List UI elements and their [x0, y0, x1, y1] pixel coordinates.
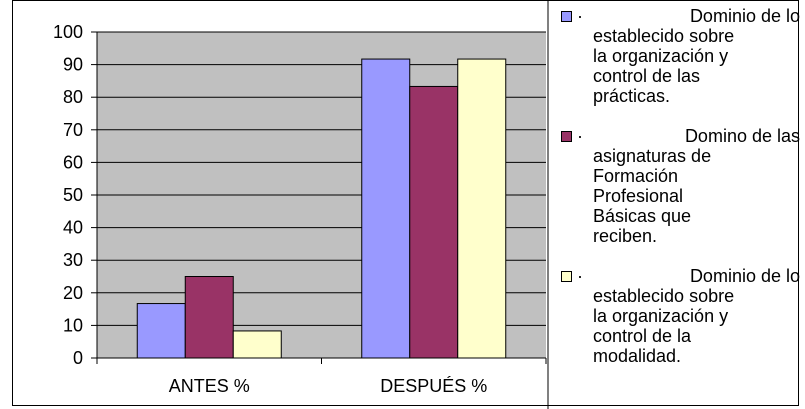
- y-tick-label-0: 0: [73, 348, 83, 368]
- legend-swatch-3: [561, 271, 572, 282]
- legend-line-2-6: reciben.: [593, 226, 658, 246]
- y-tick-label-30: 30: [63, 250, 83, 270]
- legend-entry-1: · Dominio de lo establecido sobre la org…: [560, 6, 800, 106]
- legend-swatch-2: [561, 131, 572, 142]
- legend-line-1-2: establecido sobre: [593, 26, 735, 46]
- legend-line-1-1: Dominio de lo: [689, 6, 800, 26]
- legend-entry-3: · Dominio de lo establecido sobre la org…: [560, 266, 800, 366]
- legend-line-2-5: Básicas que: [593, 206, 692, 226]
- y-tick-label-100: 100: [53, 22, 83, 42]
- y-tick-label-90: 90: [63, 55, 83, 75]
- bar-2-2: [409, 85, 459, 359]
- legend-line-1-5: prácticas.: [593, 86, 671, 106]
- legend-line-3-4: control de la: [593, 326, 692, 346]
- bar-1-2: [361, 58, 411, 359]
- legend-line-2-2: asignaturas de: [593, 146, 712, 166]
- legend-bullet-3: ·: [577, 266, 583, 286]
- legend-line-3-3: la organización y: [593, 306, 729, 326]
- bar-2-1: [184, 276, 234, 359]
- legend-line-3-1: Dominio de lo: [689, 266, 800, 286]
- legend: · Dominio de lo establecido sobre la org…: [560, 6, 800, 386]
- legend-line-2-4: Profesional: [593, 186, 684, 206]
- y-tick-label-70: 70: [63, 120, 83, 140]
- legend-line-2-3: Formación: [593, 166, 679, 186]
- legend-bullet-1: ·: [577, 6, 583, 26]
- legend-line-3-5: modalidad.: [593, 346, 682, 366]
- legend-line-1-3: la organización y: [593, 46, 729, 66]
- y-tick-label-60: 60: [63, 152, 83, 172]
- legend-line-3-2: establecido sobre: [593, 286, 735, 306]
- y-tick-label-10: 10: [63, 315, 83, 335]
- bar-1-1: [136, 303, 186, 359]
- legend-swatch-1: [561, 11, 572, 22]
- legend-line-1-4: control de las: [593, 66, 701, 86]
- legend-line-2-1: Domino de las: [684, 126, 800, 146]
- x-tick-label-2: DESPUÉS %: [380, 376, 487, 396]
- chart-frame: [12, 0, 799, 406]
- y-tick-label-40: 40: [63, 218, 83, 238]
- bar-3-2: [457, 58, 507, 359]
- bar-3-1: [232, 330, 282, 359]
- y-tick-label-50: 50: [63, 185, 83, 205]
- legend-bullet-2: ·: [577, 126, 583, 146]
- y-tick-label-20: 20: [63, 283, 83, 303]
- y-tick-label-80: 80: [63, 87, 83, 107]
- legend-entry-2: · Domino de las asignaturas de Formación…: [560, 126, 800, 246]
- x-tick-label-1: ANTES %: [169, 376, 250, 396]
